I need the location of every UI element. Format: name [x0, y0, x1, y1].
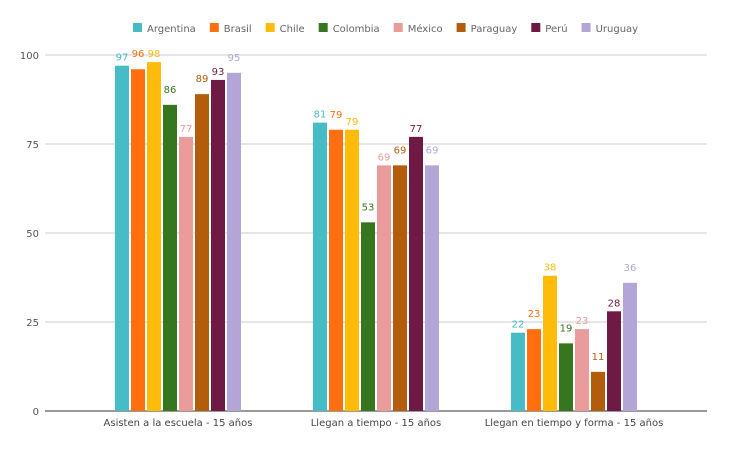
data-label: 93: [212, 67, 225, 78]
data-label: 77: [180, 124, 193, 135]
legend-swatch[interactable]: [209, 23, 219, 32]
y-tick-label: 50: [26, 229, 39, 240]
bar-Uruguay[interactable]: [623, 282, 637, 411]
data-label: 69: [378, 152, 391, 163]
legend-label[interactable]: Argentina: [147, 24, 196, 35]
y-tick-label: 0: [33, 407, 39, 418]
bar-Chile[interactable]: [147, 62, 161, 412]
bar-Perú[interactable]: [607, 311, 621, 411]
legend-swatch[interactable]: [265, 23, 275, 32]
bar-Paraguay[interactable]: [591, 371, 605, 411]
bar-Paraguay[interactable]: [195, 94, 209, 411]
legend-label[interactable]: Colombia: [333, 24, 380, 35]
x-tick-label: Llegan en tiempo y forma - 15 años: [485, 418, 664, 429]
bar-Colombia[interactable]: [559, 343, 573, 411]
bar-Argentina[interactable]: [313, 122, 327, 411]
data-label: 53: [362, 202, 375, 213]
data-label: 81: [314, 110, 327, 121]
bar-Uruguay[interactable]: [425, 165, 439, 411]
data-label: 69: [426, 145, 439, 156]
legend-swatch[interactable]: [456, 23, 466, 32]
data-label: 36: [624, 263, 637, 274]
bar-Paraguay[interactable]: [393, 165, 407, 411]
bar-México[interactable]: [179, 136, 193, 411]
data-label: 79: [346, 117, 359, 128]
data-label: 77: [410, 124, 423, 135]
data-label: 23: [528, 309, 541, 320]
bar-Perú[interactable]: [211, 79, 225, 412]
x-tick-label: Asisten a la escuela - 15 años: [104, 418, 253, 429]
data-label: 11: [592, 352, 605, 363]
data-label: 96: [132, 49, 145, 60]
data-label: 23: [576, 316, 589, 327]
legend-label[interactable]: Paraguay: [471, 24, 518, 35]
bar-Colombia[interactable]: [163, 104, 177, 411]
data-label: 28: [608, 298, 621, 309]
bar-Colombia[interactable]: [361, 222, 375, 411]
data-label: 98: [148, 49, 161, 60]
bar-Chile[interactable]: [345, 129, 359, 411]
legend-label[interactable]: Brasil: [224, 24, 252, 35]
bar-Brasil[interactable]: [131, 69, 145, 412]
data-label: 95: [228, 53, 241, 64]
bar-Perú[interactable]: [409, 136, 423, 411]
bar-Brasil[interactable]: [329, 129, 343, 411]
data-label: 38: [544, 263, 557, 274]
legend-swatch[interactable]: [581, 23, 591, 32]
bar-Chile[interactable]: [543, 275, 557, 411]
x-tick-label: Llegan a tiempo - 15 años: [311, 418, 442, 429]
y-tick-label: 75: [26, 140, 39, 151]
bar-Argentina[interactable]: [511, 332, 525, 411]
data-label: 19: [560, 323, 573, 334]
legend-swatch[interactable]: [318, 23, 328, 32]
data-label: 22: [512, 320, 525, 331]
bar-México[interactable]: [575, 329, 589, 411]
legend-label[interactable]: Chile: [280, 24, 305, 35]
legend-label[interactable]: Perú: [545, 23, 567, 35]
legend-label[interactable]: Uruguay: [596, 24, 639, 35]
bar-Argentina[interactable]: [115, 65, 129, 412]
y-tick-label: 25: [26, 318, 39, 329]
data-label: 69: [394, 145, 407, 156]
bar-Brasil[interactable]: [527, 329, 541, 411]
data-label: 79: [330, 110, 343, 121]
data-label: 97: [116, 53, 129, 64]
bar-Uruguay[interactable]: [227, 72, 241, 412]
data-label: 89: [196, 74, 209, 85]
bar-México[interactable]: [377, 165, 391, 411]
legend-swatch[interactable]: [393, 23, 403, 32]
legend-label[interactable]: México: [408, 23, 443, 35]
legend-swatch[interactable]: [531, 23, 541, 32]
legend-swatch[interactable]: [133, 23, 142, 32]
y-tick-label: 100: [20, 51, 39, 62]
data-label: 86: [164, 85, 177, 96]
